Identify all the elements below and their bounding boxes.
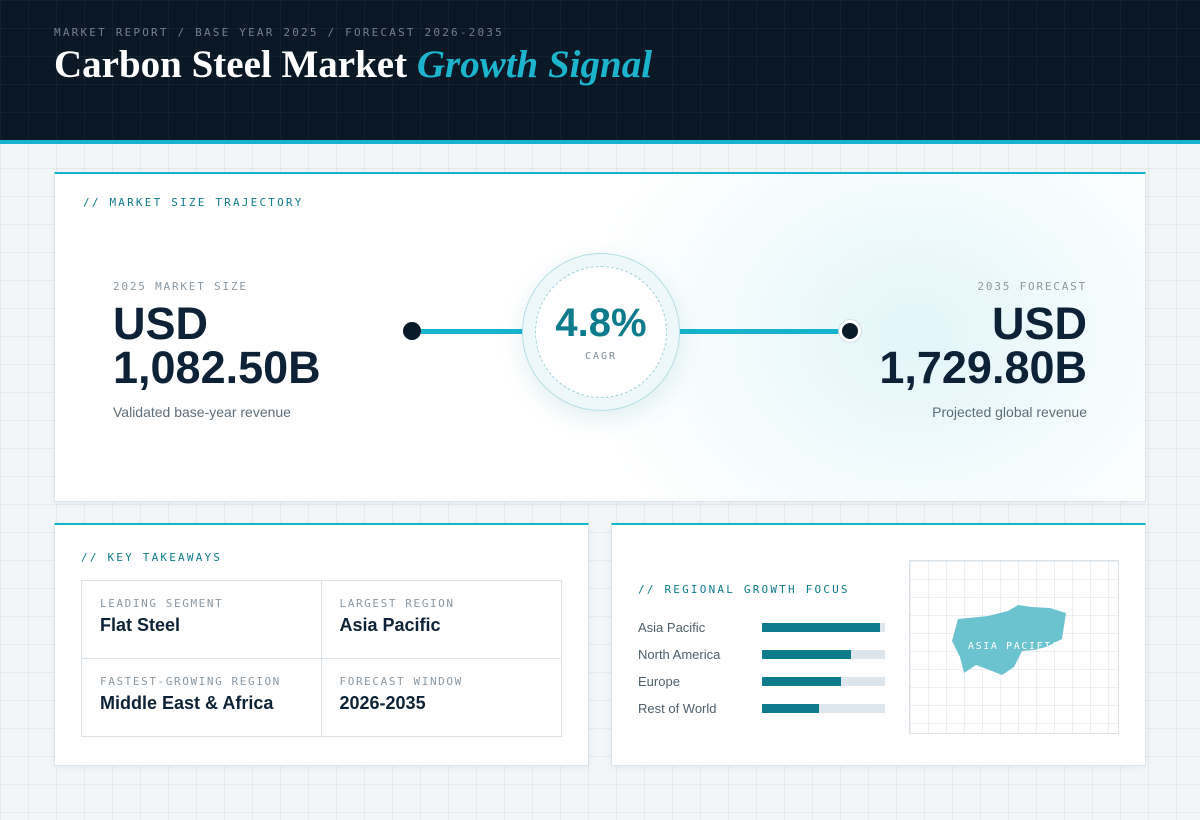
regional-card-label: // REGIONAL GROWTH FOCUS [638, 583, 850, 596]
base-year-currency: USD [113, 298, 209, 349]
takeaway-value: Middle East & Africa [100, 692, 274, 713]
region-bar-row: Rest of World [638, 695, 886, 722]
forecast-currency: USD [991, 298, 1087, 349]
page-title: Carbon Steel Market Growth Signal [54, 42, 652, 87]
takeaway-leading-segment: LEADING SEGMENT Flat Steel [82, 581, 322, 659]
takeaway-key: FORECAST WINDOW [339, 674, 463, 688]
takeaway-key: FASTEST-GROWING REGION [100, 674, 281, 688]
takeaway-fastest-growing-region: FASTEST-GROWING REGION Middle East & Afr… [82, 658, 322, 736]
base-year-amount: 1,082.50B [113, 342, 321, 393]
forecast-caption: Projected global revenue [932, 404, 1087, 420]
cagr-badge-inner: 4.8% CAGR [535, 266, 667, 398]
title-accent: Growth Signal [416, 43, 653, 86]
region-name: North America [638, 647, 721, 662]
market-size-trajectory-card: // MARKET SIZE TRAJECTORY 2025 MARKET SI… [54, 172, 1146, 502]
region-name: Europe [638, 674, 680, 689]
title-main: Carbon Steel Market [54, 43, 408, 86]
takeaway-forecast-window: FORECAST WINDOW 2026-2035 [322, 659, 562, 737]
trajectory-line-right [679, 329, 851, 334]
region-bar-row: Asia Pacific [638, 614, 886, 641]
region-bar-fill [762, 650, 851, 659]
region-bar-track [762, 650, 885, 659]
regional-bar-list: Asia Pacific North America Europe Rest o… [638, 614, 886, 722]
report-header: MARKET REPORT / BASE YEAR 2025 / FORECAS… [0, 0, 1200, 144]
takeaway-value: Flat Steel [100, 615, 181, 635]
cagr-value: 4.8% [555, 301, 647, 345]
region-bar-track [762, 704, 885, 713]
takeaway-value: 2026-2035 [339, 692, 426, 713]
report-eyebrow: MARKET REPORT / BASE YEAR 2025 / FORECAS… [54, 26, 504, 39]
region-bar-fill [762, 623, 881, 632]
base-year-value: USD 1,082.50B [113, 298, 321, 393]
base-year-caption: Validated base-year revenue [113, 404, 291, 420]
key-takeaways-card: // KEY TAKEAWAYS LEADING SEGMENT Flat St… [54, 523, 589, 766]
region-bar-fill [762, 704, 819, 713]
cagr-label: CAGR [584, 351, 618, 362]
forecast-kicker: 2035 FORECAST [977, 280, 1087, 293]
forecast-metric: 2035 FORECAST USD 1,729.80B Projected gl… [879, 280, 1087, 420]
trajectory-line-left [421, 329, 523, 334]
region-map: ASIA PACIFIC [909, 560, 1119, 734]
cagr-badge: 4.8% CAGR [522, 253, 680, 411]
region-bar-row: North America [638, 641, 886, 668]
forecast-value: USD 1,729.80B [879, 298, 1087, 393]
region-bar-fill [762, 677, 841, 686]
region-name: Asia Pacific [638, 620, 706, 635]
forecast-amount: 1,729.80B [879, 342, 1087, 393]
takeaways-grid: LEADING SEGMENT Flat Steel LARGEST REGIO… [81, 580, 562, 737]
map-region-tag: ASIA PACIFIC [968, 641, 1060, 652]
base-year-metric: 2025 MARKET SIZE USD 1,082.50B Validated… [113, 280, 321, 420]
region-name: Rest of World [638, 701, 717, 716]
takeaway-largest-region: LARGEST REGION Asia Pacific [321, 581, 561, 659]
end-point-marker [839, 320, 861, 342]
takeaway-key: LEADING SEGMENT [100, 597, 224, 610]
takeaway-key: LARGEST REGION [339, 597, 455, 610]
region-bar-track [762, 677, 885, 686]
asia-pacific-map-icon [952, 605, 1066, 675]
takeaways-card-label: // KEY TAKEAWAYS [81, 551, 223, 564]
region-bar-row: Europe [638, 668, 886, 695]
region-bar-track [762, 623, 885, 632]
trajectory-card-label: // MARKET SIZE TRAJECTORY [83, 196, 304, 209]
takeaway-value: Asia Pacific [339, 615, 441, 635]
base-year-kicker: 2025 MARKET SIZE [113, 280, 248, 293]
start-point-marker [403, 322, 421, 340]
regional-growth-focus-card: // REGIONAL GROWTH FOCUS Asia Pacific No… [611, 523, 1146, 766]
